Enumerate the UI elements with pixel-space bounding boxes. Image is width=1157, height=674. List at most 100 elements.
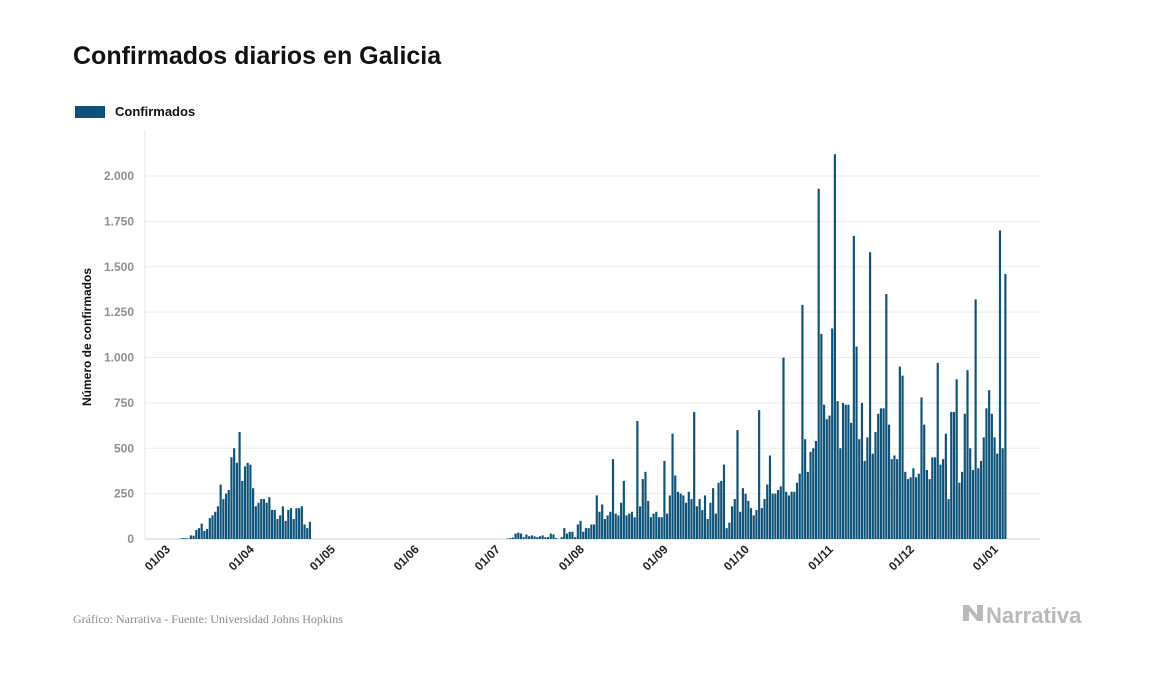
- bar: [660, 517, 663, 539]
- bar: [942, 459, 945, 539]
- bar: [787, 495, 790, 539]
- bar: [823, 404, 826, 539]
- bar: [284, 520, 287, 539]
- x-tick-label: 01/05: [307, 542, 338, 573]
- bar: [641, 479, 644, 539]
- bar: [544, 537, 547, 539]
- bar: [181, 538, 184, 539]
- bar: [195, 529, 198, 539]
- bar: [947, 499, 950, 539]
- bar: [598, 511, 601, 539]
- bar: [844, 404, 847, 539]
- chart-title: Confirmados diarios en Galicia: [73, 42, 442, 70]
- y-tick-label: 1.000: [104, 351, 134, 365]
- bar: [890, 459, 893, 539]
- bar: [224, 493, 228, 540]
- bar: [931, 457, 934, 539]
- x-tick-label: 01/07: [472, 542, 503, 573]
- bar: [971, 470, 974, 539]
- bar: [601, 504, 604, 539]
- bar: [758, 410, 761, 539]
- y-axis-label: Número de confirmados: [80, 268, 94, 406]
- bar: [690, 499, 693, 539]
- bar: [189, 535, 192, 539]
- bar: [833, 154, 836, 539]
- bar: [295, 508, 298, 539]
- bar: [977, 468, 980, 539]
- bar: [982, 437, 985, 539]
- bar: [222, 499, 225, 539]
- bar: [614, 513, 617, 539]
- bar: [252, 488, 255, 539]
- bar: [568, 531, 571, 539]
- bar: [668, 495, 671, 539]
- bar: [944, 433, 947, 539]
- bar: [850, 422, 853, 539]
- y-tick-label: 500: [114, 441, 134, 455]
- bar: [308, 521, 312, 539]
- x-tick-label: 01/10: [721, 542, 752, 573]
- bar: [739, 511, 742, 539]
- bar: [549, 533, 552, 539]
- bar: [587, 528, 590, 539]
- bar: [744, 493, 747, 540]
- bar: [793, 491, 796, 539]
- bar: [749, 508, 753, 539]
- bar: [281, 506, 284, 539]
- bar: [828, 415, 831, 539]
- bar: [676, 491, 680, 539]
- bar: [939, 464, 942, 539]
- bar: [287, 509, 290, 539]
- bar: [628, 513, 631, 539]
- bar: [703, 495, 707, 539]
- bar: [698, 499, 701, 539]
- bar: [563, 528, 566, 539]
- bar: [273, 509, 276, 539]
- bar: [582, 531, 585, 539]
- bar: [963, 413, 966, 539]
- bar: [722, 464, 726, 539]
- bar: [847, 404, 850, 539]
- bar: [533, 536, 536, 539]
- bar: [741, 488, 744, 539]
- legend-swatch: [75, 105, 105, 118]
- bar: [576, 524, 579, 539]
- bar: [666, 513, 669, 539]
- bar: [728, 522, 731, 539]
- bar: [289, 508, 293, 539]
- bar: [869, 252, 872, 540]
- bar: [663, 460, 666, 539]
- bar: [590, 524, 593, 539]
- y-tick-label: 1.250: [104, 305, 134, 319]
- bar: [200, 523, 203, 539]
- bar: [230, 457, 233, 539]
- bar: [620, 502, 623, 539]
- bar: [622, 480, 625, 539]
- bar: [519, 533, 523, 539]
- bar: [238, 431, 241, 539]
- bar: [820, 333, 823, 539]
- bar: [657, 517, 661, 539]
- bar: [625, 515, 628, 539]
- bar: [298, 508, 301, 539]
- bar: [896, 459, 899, 539]
- bar: [969, 448, 972, 539]
- bar: [958, 482, 961, 540]
- bar: [268, 497, 271, 539]
- bar: [514, 533, 517, 539]
- bar: [216, 506, 220, 539]
- bar: [546, 537, 550, 539]
- bar: [652, 513, 655, 539]
- bar: [555, 538, 558, 539]
- bar: [717, 482, 720, 540]
- bar: [565, 533, 569, 539]
- bar: [633, 517, 636, 539]
- bar: [961, 471, 964, 540]
- bar: [517, 532, 520, 539]
- bar: [925, 470, 928, 539]
- bar: [522, 537, 525, 539]
- bar: [831, 328, 834, 539]
- bar: [996, 453, 999, 539]
- bar: [647, 500, 650, 539]
- bar: [192, 535, 195, 539]
